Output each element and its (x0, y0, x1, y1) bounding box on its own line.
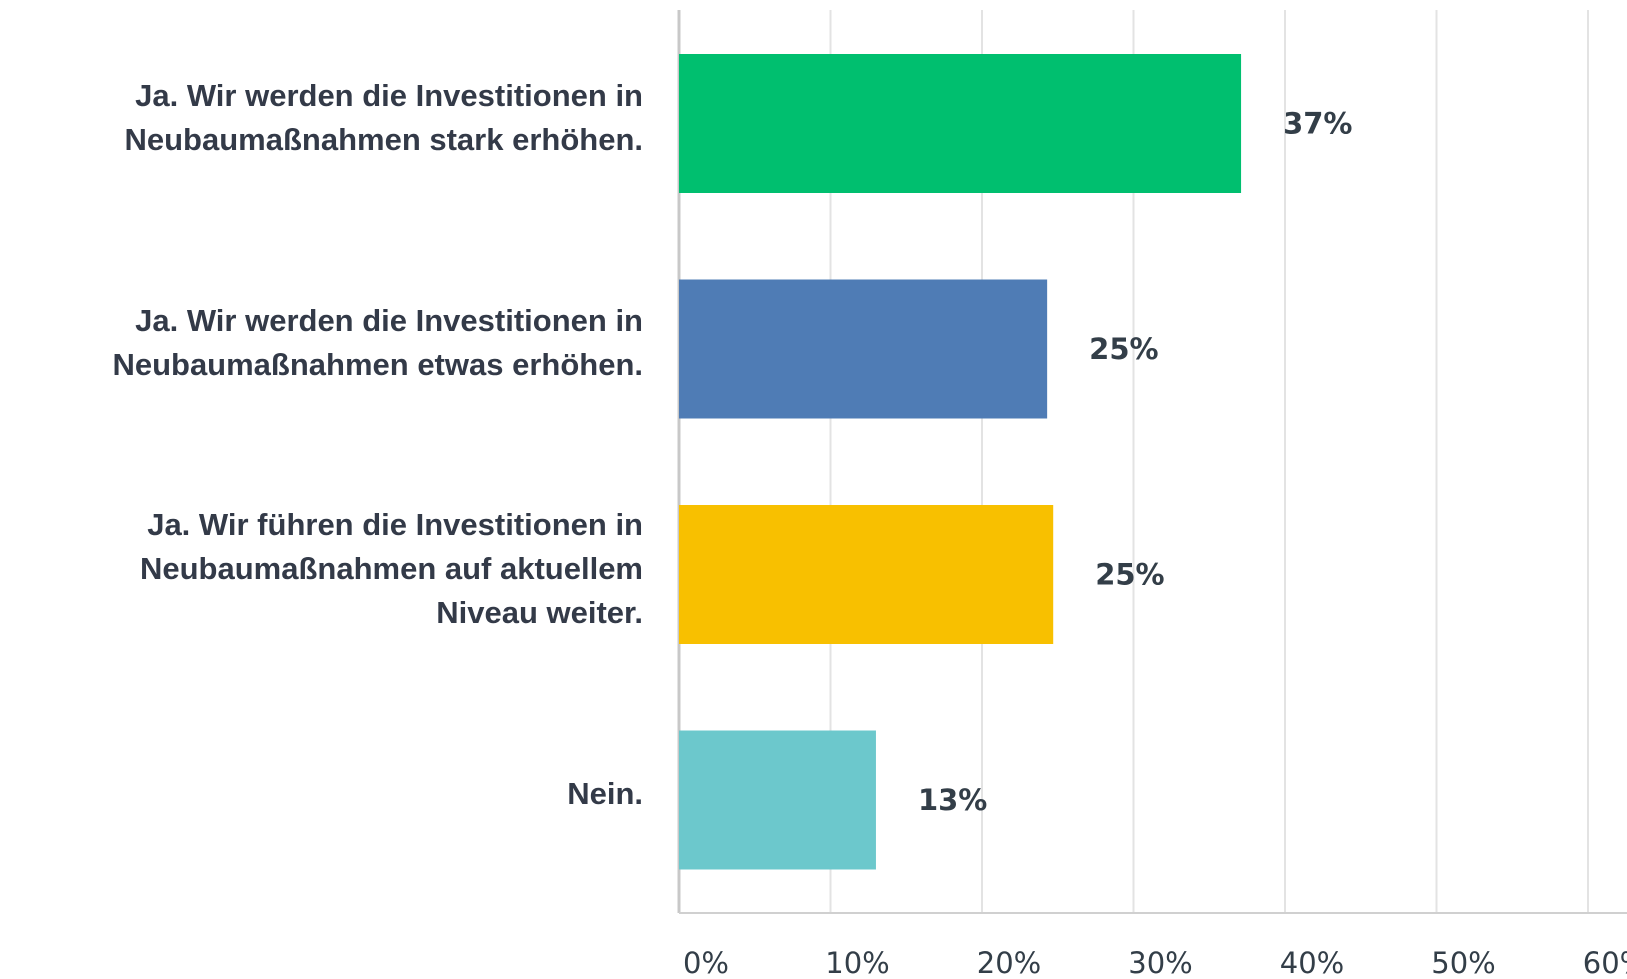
category-label: Ja. Wir werden die Investitionen in Neub… (124, 77, 643, 157)
x-tick-label: 60% (1583, 946, 1627, 979)
value-label: 25% (1089, 332, 1158, 366)
bar (679, 279, 1048, 419)
x-tick-label: 50% (1431, 946, 1495, 979)
value-label: 25% (1095, 558, 1164, 592)
category-label: Nein. (567, 776, 643, 811)
x-tick-label: 10% (825, 946, 889, 979)
x-tick-label: 40% (1280, 946, 1344, 979)
value-label: 13% (918, 783, 987, 817)
category-label: Ja. Wir werden die Investitionen in Neub… (112, 303, 643, 382)
bar (679, 54, 1242, 193)
x-tick-label: 0% (683, 946, 729, 979)
category-label: Ja. Wir führen die Investitionen in Neub… (139, 506, 643, 630)
x-tick-label: 20% (977, 946, 1041, 979)
x-tick-label: 30% (1128, 946, 1192, 979)
value-label: 37% (1283, 107, 1352, 141)
bar (679, 505, 1054, 644)
bar (679, 730, 876, 870)
